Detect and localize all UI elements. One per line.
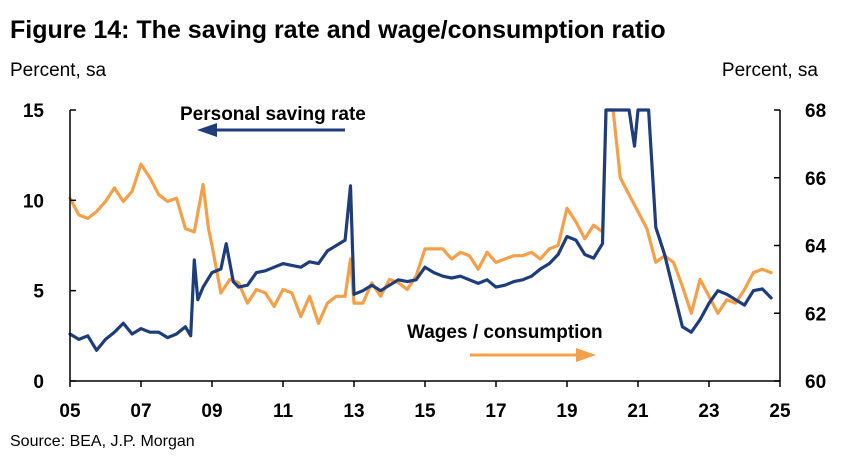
x-tick-label: 25 (769, 401, 791, 422)
left-tick-label: 10 (23, 191, 44, 212)
x-tick-label: 15 (414, 401, 436, 422)
saving-arrow (197, 123, 345, 137)
x-tick-label: 11 (273, 401, 294, 422)
wages-arrow (470, 348, 596, 362)
series-layer (68, 108, 773, 352)
left-axis-unit: Percent, sa (10, 60, 107, 81)
x-tick-label: 17 (485, 401, 506, 422)
x-tick-label: 21 (627, 401, 649, 422)
right-axis-unit: Percent, sa (722, 60, 819, 81)
chart-title: Figure 14: The saving rate and wage/cons… (10, 16, 666, 44)
left-tick-label: 5 (33, 282, 44, 303)
right-tick-label: 68 (805, 101, 826, 122)
left-tick-label: 15 (23, 101, 45, 122)
x-tick-label: 09 (201, 401, 222, 422)
right-tick-label: 62 (805, 304, 826, 325)
right-tick-label: 60 (805, 372, 826, 393)
wages-consumption-line (68, 108, 773, 325)
x-tick-label: 19 (556, 401, 577, 422)
right-tick-label: 64 (805, 237, 827, 258)
x-tick-label: 13 (343, 401, 364, 422)
x-tick-label: 23 (698, 401, 719, 422)
source-note: Source: BEA, J.P. Morgan (10, 433, 195, 450)
x-tick-label: 07 (130, 401, 151, 422)
wages-consumption-label: Wages / consumption (407, 322, 603, 343)
saving-rate-label: Personal saving rate (180, 104, 366, 125)
saving-rate-line (68, 108, 773, 352)
x-tick-label: 05 (59, 401, 81, 422)
left-tick-label: 0 (33, 372, 44, 393)
right-tick-label: 66 (805, 169, 826, 190)
